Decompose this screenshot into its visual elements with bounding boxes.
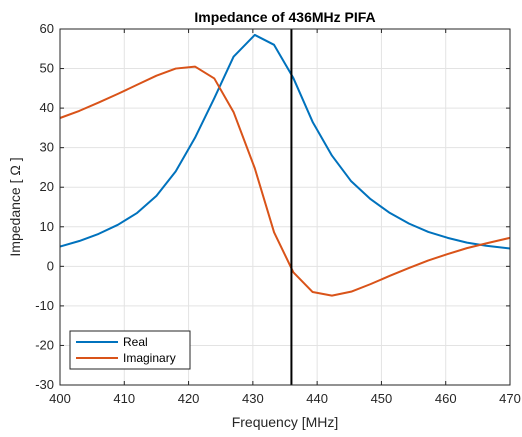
x-tick-label: 440	[306, 391, 328, 406]
y-tick-label: 30	[40, 140, 54, 155]
series-line-real	[59, 33, 511, 250]
y-tick-label: -20	[35, 337, 54, 352]
y-tick-label: 20	[40, 179, 54, 194]
x-tick-label: 420	[178, 391, 200, 406]
y-tick-label: 10	[40, 219, 54, 234]
y-tick-label: 0	[47, 258, 54, 273]
axis-ticks: 400 410 420 430 440 450 460 470 -30 -20 -10 0 10 20 30…	[35, 21, 521, 406]
plot-area	[60, 29, 510, 385]
legend: Real Imaginary	[69, 330, 191, 370]
x-tick-label: 400	[49, 391, 71, 406]
x-tick-label: 450	[371, 391, 393, 406]
y-tick-label: 50	[40, 61, 54, 76]
y-tick-label: -30	[35, 377, 54, 392]
series-line-imaginary	[59, 65, 511, 297]
y-tick-label: -10	[35, 298, 54, 313]
series-layer	[59, 33, 511, 297]
x-tick-label: 470	[499, 391, 521, 406]
gridlines	[60, 29, 510, 385]
y-tick-label: 40	[40, 100, 54, 115]
legend-label-real: Real	[123, 335, 148, 349]
legend-label-imaginary: Imaginary	[123, 351, 176, 365]
x-axis-label: Frequency [MHz]	[232, 414, 339, 430]
x-tick-label: 410	[113, 391, 135, 406]
chart-title: Impedance of 436MHz PIFA	[194, 9, 375, 25]
y-tick-label: 60	[40, 21, 54, 36]
x-tick-label: 460	[435, 391, 457, 406]
x-tick-label: 430	[242, 391, 264, 406]
plot-frame	[59, 28, 511, 386]
legend-box	[69, 330, 191, 370]
y-axis-label: Impedance [ Ω ]	[7, 157, 23, 256]
